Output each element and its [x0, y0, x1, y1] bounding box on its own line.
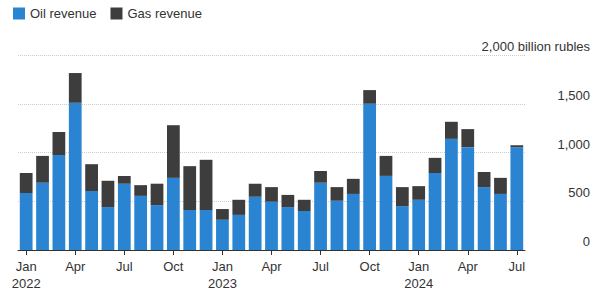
svg-text:Apr: Apr [261, 259, 282, 274]
svg-text:Oct: Oct [163, 259, 184, 274]
svg-text:2,000 billion rubles: 2,000 billion rubles [482, 39, 591, 54]
svg-text:2024: 2024 [404, 276, 433, 291]
svg-text:Jan: Jan [16, 259, 37, 274]
svg-text:Apr: Apr [65, 259, 86, 274]
svg-text:Oct: Oct [360, 259, 381, 274]
svg-text:Oil revenue: Oil revenue [30, 6, 96, 21]
svg-text:2022: 2022 [12, 276, 41, 291]
svg-text:500: 500 [568, 185, 590, 200]
svg-text:Jul: Jul [509, 259, 526, 274]
svg-text:0: 0 [583, 234, 590, 249]
svg-text:2023: 2023 [208, 276, 237, 291]
svg-text:Jan: Jan [408, 259, 429, 274]
svg-text:Jul: Jul [116, 259, 133, 274]
svg-text:1,000: 1,000 [557, 137, 590, 152]
svg-text:Jan: Jan [212, 259, 233, 274]
svg-text:Apr: Apr [458, 259, 479, 274]
svg-text:Jul: Jul [312, 259, 329, 274]
svg-text:1,500: 1,500 [557, 88, 590, 103]
svg-text:Gas revenue: Gas revenue [127, 6, 201, 21]
